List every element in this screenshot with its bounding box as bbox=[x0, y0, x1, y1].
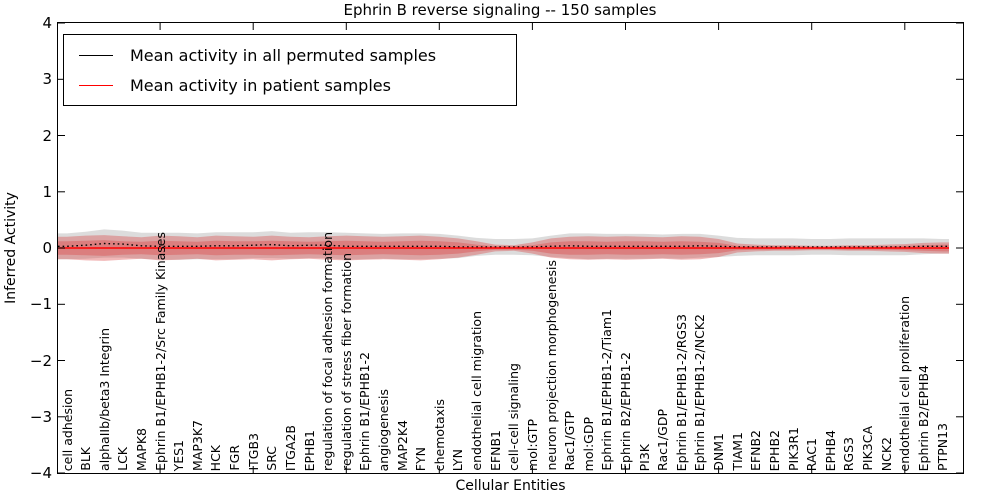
x-entity-label: TIAM1 bbox=[729, 432, 745, 471]
x-entity-label: PIK3R1 bbox=[785, 426, 801, 471]
red-line-swatch bbox=[79, 84, 113, 86]
y-tick-label: −3 bbox=[29, 407, 52, 426]
x-entity-label: ITGA2B bbox=[282, 424, 298, 471]
x-entity-label: RGS3 bbox=[841, 436, 857, 471]
x-entity-label: EFNB1 bbox=[487, 430, 503, 471]
x-entity-label: PTPN13 bbox=[934, 423, 950, 471]
x-entity-label: Ephrin B1/EPHB1-2/Tiam1 bbox=[599, 309, 615, 471]
x-entity-label: endothelial cell proliferation bbox=[897, 295, 913, 471]
x-entity-label: endothelial cell migration bbox=[469, 311, 485, 471]
legend-label-permuted: Mean activity in all permuted samples bbox=[130, 45, 437, 65]
plot-area: Inferred Activity Cellular Entities 4 3 2 1… bbox=[3, 14, 964, 494]
x-entity-label: FYN bbox=[413, 446, 429, 471]
x-entity-label: RAC1 bbox=[804, 437, 820, 471]
legend-row-permuted: Mean activity in all permuted samples bbox=[64, 40, 516, 70]
legend-row-patient: Mean activity in patient samples bbox=[64, 70, 516, 100]
x-entity-label: PIK3CA bbox=[860, 426, 876, 471]
x-entity-label: chemotaxis bbox=[431, 398, 447, 471]
x-entity-label: YES1 bbox=[171, 439, 187, 471]
band-permuted-sample-spread bbox=[58, 229, 949, 260]
y-tick-label: −4 bbox=[29, 464, 52, 482]
x-entity-label: mol:GTP bbox=[524, 419, 540, 471]
series-line-0 bbox=[58, 242, 949, 248]
x-entity-label: LCK bbox=[115, 447, 131, 471]
x-entity-label: EPHB4 bbox=[822, 429, 838, 471]
x-entity-label: NCK2 bbox=[878, 436, 894, 471]
x-entity-label: MAP2K4 bbox=[394, 420, 410, 471]
legend: Mean activity in all permuted samples Me… bbox=[63, 34, 517, 106]
x-entity-label: Ephrin B1/EPHB1-2/NCK2 bbox=[692, 313, 708, 471]
x-entity-label: PI3K bbox=[636, 443, 652, 471]
x-entity-label: Ephrin B1/EPHB1-2/RGS3 bbox=[673, 313, 689, 471]
x-entity-label: DNM1 bbox=[711, 433, 727, 471]
y-tick-label: −2 bbox=[29, 351, 52, 370]
x-entity-label: BLK bbox=[78, 447, 94, 471]
x-entity-label: angiogenesis bbox=[375, 388, 391, 471]
x-entity-label: LYN bbox=[450, 448, 466, 471]
x-entity-label: cell adhesion bbox=[59, 388, 75, 471]
plot-svg bbox=[58, 23, 963, 473]
y-tick-label: 3 bbox=[42, 70, 52, 89]
x-entity-label: neuron projection morphogenesis bbox=[543, 260, 559, 471]
x-entity-label: Ephrin B2/EPHB4 bbox=[915, 364, 931, 471]
x-entity-label: FGR bbox=[227, 445, 243, 471]
x-axis-label: Cellular Entities bbox=[455, 478, 566, 494]
x-entity-label: MAP3K7 bbox=[189, 420, 205, 471]
chart-title: Ephrin B reverse signaling -- 150 sample… bbox=[343, 1, 657, 19]
black-line-swatch bbox=[79, 54, 113, 56]
y-tick-label: −1 bbox=[29, 295, 52, 314]
x-entity-label: EPHB1 bbox=[301, 429, 317, 471]
y-tick-label: 2 bbox=[42, 126, 52, 145]
y-tick-label: 1 bbox=[42, 182, 52, 201]
x-entity-label: cell-cell signaling bbox=[506, 363, 522, 471]
x-entity-label: Rac1/GTP bbox=[562, 411, 578, 471]
x-entity-label: EFNB2 bbox=[748, 430, 764, 471]
x-entity-label: EPHB2 bbox=[766, 429, 782, 471]
y-axis-label: Inferred Activity bbox=[3, 192, 19, 304]
x-entity-label: MAPK8 bbox=[133, 427, 149, 471]
x-entity-label: Ephrin B1/EPHB1-2 bbox=[357, 352, 373, 471]
x-entity-label: Ephrin B2/EPHB1-2 bbox=[618, 352, 633, 471]
legend-label-patient: Mean activity in patient samples bbox=[130, 75, 391, 95]
x-entity-label: SRC bbox=[264, 446, 280, 471]
x-entity-label: ITGB3 bbox=[245, 433, 261, 471]
y-tick-label: 4 bbox=[42, 14, 52, 32]
x-entity-label: regulation of focal adhesion formation bbox=[320, 232, 336, 471]
x-entity-label: Ephrin B1/EPHB1-2/Src Family Kinases bbox=[152, 232, 168, 471]
x-entity-label: alphaIIb/beta3 Integrin bbox=[96, 328, 112, 471]
x-entity-label: mol:GDP bbox=[580, 416, 596, 471]
y-tick-label: 0 bbox=[42, 239, 52, 257]
x-entity-label: regulation of stress fiber formation bbox=[338, 253, 354, 471]
x-entity-label: Rac1/GDP bbox=[655, 409, 671, 471]
x-entity-label: HCK bbox=[208, 444, 224, 471]
